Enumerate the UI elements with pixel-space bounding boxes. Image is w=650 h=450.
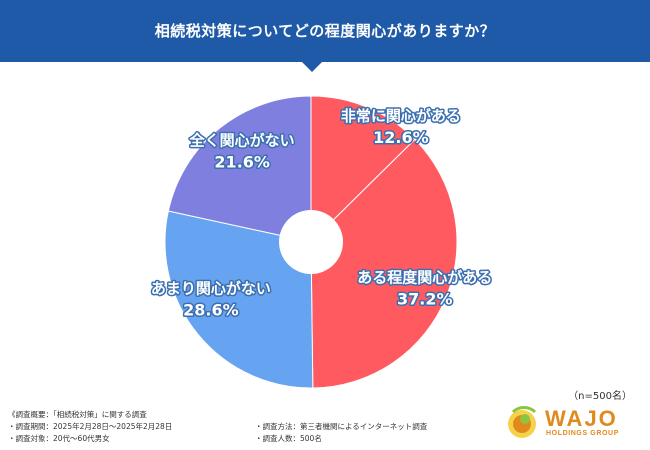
header-notch <box>301 61 323 72</box>
survey-footer-col2: ・調査方法：第三者機関によるインターネット調査 ・調査人数：500名 <box>255 421 427 445</box>
slice-label-3: あまり関心がない <box>151 279 271 297</box>
survey-count: ・調査人数：500名 <box>255 434 322 443</box>
slice-value-2: 37.2% <box>397 289 453 308</box>
pie-slice-2 <box>310 138 458 389</box>
chart-title: 相続税対策についてどの程度関心がありますか？ <box>154 22 496 40</box>
slice-label-4: 全く関心がない <box>189 132 295 150</box>
wajo-logo-mark-icon <box>508 406 537 438</box>
header-banner <box>0 0 650 62</box>
slice-value-4: 21.6% <box>214 153 270 172</box>
logo-subtitle: HOLDINGS GROUP <box>546 430 619 437</box>
pie-slice-4 <box>167 95 312 243</box>
survey-method: ・調査方法：第三者機関によるインターネット調査 <box>255 422 428 431</box>
sample-size-note: （n=500名） <box>568 391 632 402</box>
pie-slice-1 <box>310 95 416 244</box>
survey-footer: 《調査概要：「相続税対策」に関する調査 ・調査期間：2025年2月28日～202… <box>8 409 172 445</box>
company-logo: WAJO HOLDINGS GROUP <box>505 402 640 444</box>
slice-label-1: 非常に関心がある <box>341 107 461 125</box>
pie-chart: 非常に関心がある 12.6% ある程度関心がある 37.2% あまり関心がない 28.6%… <box>149 95 494 389</box>
logo-wordmark: WAJO <box>545 406 618 431</box>
survey-target: ・調査対象：20代～60代男女 <box>8 434 110 443</box>
survey-period: ・調査期間：2025年2月28日～2025年2月28日 <box>8 422 173 431</box>
donut-hole <box>279 210 343 274</box>
survey-summary: 《調査概要：「相続税対策」に関する調査 <box>8 410 147 419</box>
slice-value-1: 12.6% <box>373 128 429 147</box>
pie-slice-3 <box>164 210 314 389</box>
slice-value-3: 28.6% <box>183 300 239 319</box>
slice-label-2: ある程度関心がある <box>357 268 492 286</box>
